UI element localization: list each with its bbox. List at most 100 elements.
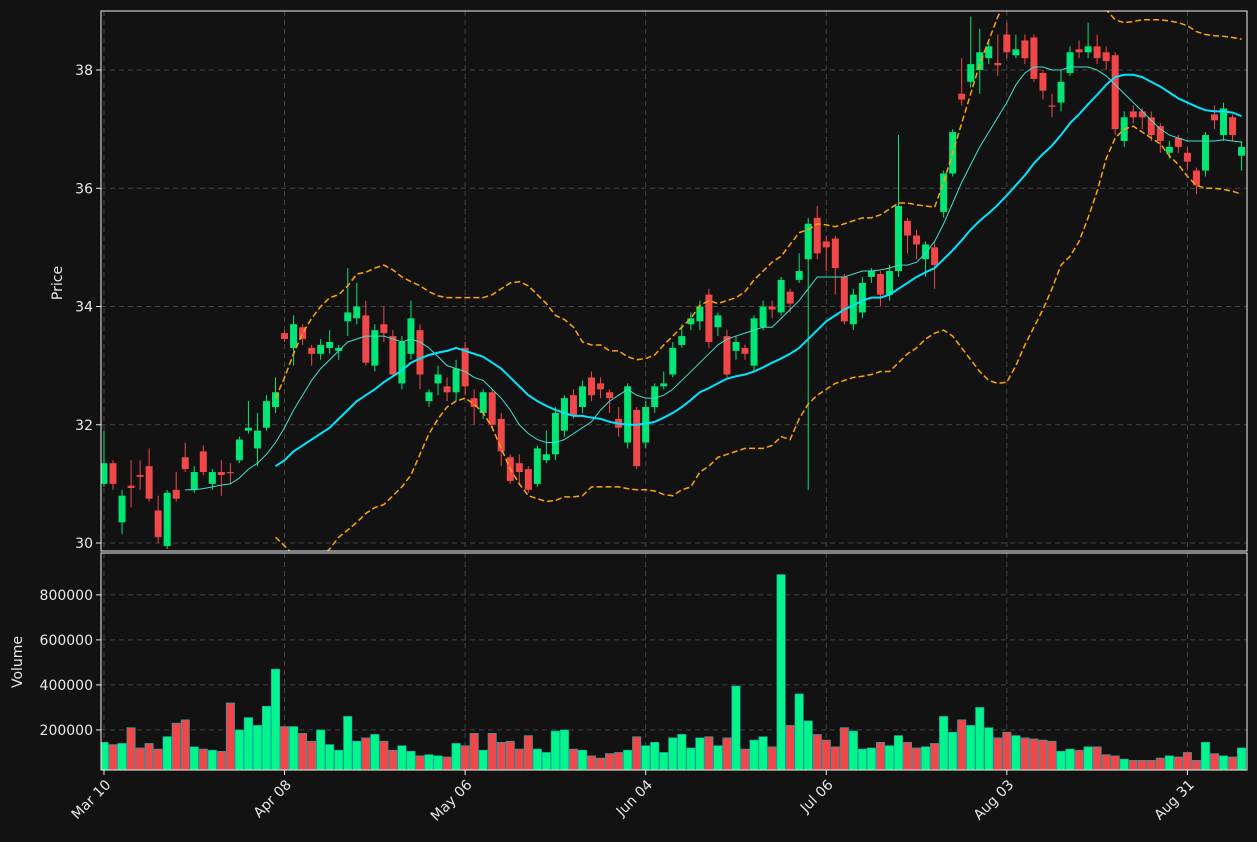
- volume-bar: [1047, 740, 1057, 770]
- candle-body: [714, 315, 722, 328]
- candle-body: [858, 282, 866, 313]
- volume-bar: [559, 729, 569, 770]
- candle-body: [687, 318, 695, 325]
- volume-bar: [857, 748, 867, 770]
- candle-body: [172, 489, 180, 499]
- volume-bar: [812, 734, 822, 770]
- candle-body: [849, 294, 857, 325]
- candle-body: [669, 347, 677, 375]
- volume-bar: [984, 727, 994, 770]
- candle-body: [922, 244, 930, 260]
- candle-body: [1138, 111, 1146, 118]
- candle-body: [885, 271, 893, 295]
- volume-bar: [614, 752, 624, 770]
- candle-body: [1129, 111, 1137, 118]
- volume-bar: [830, 746, 840, 770]
- candle-body: [831, 238, 839, 269]
- candle-body: [244, 427, 252, 431]
- candle-body: [786, 291, 794, 304]
- volume-bar: [1110, 755, 1120, 770]
- candle-body: [380, 324, 388, 334]
- candle-body: [470, 398, 478, 408]
- x-tick-label: Mar 10: [69, 777, 115, 823]
- candle-body: [633, 409, 641, 467]
- candle-body: [362, 315, 370, 363]
- panel-border: [100, 552, 1248, 771]
- candle-body: [398, 341, 406, 384]
- volume-bar: [514, 748, 524, 770]
- volume-bar: [271, 668, 281, 770]
- volume-bar: [1056, 751, 1066, 770]
- volume-bar: [397, 745, 407, 770]
- volume-bar: [388, 749, 398, 770]
- candle-body: [524, 469, 532, 490]
- volume-bar: [1074, 749, 1084, 770]
- candle-body: [1111, 55, 1119, 130]
- volume-bar: [930, 743, 940, 770]
- candle-body: [1210, 114, 1218, 121]
- volume-bar: [460, 745, 470, 770]
- volume-bar: [1065, 748, 1075, 770]
- volume-bar: [1020, 737, 1030, 770]
- candle-body: [867, 271, 875, 277]
- candle-body: [533, 448, 541, 484]
- volume-bar: [442, 756, 452, 770]
- candle-body: [145, 466, 153, 499]
- candle-body: [353, 306, 361, 319]
- volume-bar: [1191, 760, 1201, 770]
- volume-bar: [216, 751, 226, 770]
- candle-body: [154, 510, 162, 538]
- volume-bar: [424, 754, 434, 770]
- candle-body: [750, 318, 758, 366]
- volume-bar: [117, 743, 127, 770]
- candle-body: [335, 347, 343, 351]
- candle-body: [876, 273, 884, 295]
- volume-bar: [1209, 753, 1219, 770]
- candle-body: [452, 368, 460, 393]
- panel: [101, 553, 1247, 770]
- candle-body: [642, 407, 650, 443]
- y-tick-label: 38: [75, 63, 93, 79]
- volume-bar: [325, 744, 335, 770]
- overlay-line: [274, 11, 1242, 399]
- volume-bar: [893, 735, 903, 770]
- volume-bar: [794, 693, 804, 770]
- candle-body: [804, 223, 812, 260]
- candle-body: [1147, 117, 1155, 136]
- volume-bar: [126, 727, 136, 770]
- volume-bar: [307, 740, 317, 770]
- candle-body: [181, 457, 189, 470]
- candle-body: [1201, 135, 1209, 171]
- candle-body: [515, 463, 523, 473]
- candle-body: [940, 173, 948, 212]
- candle-body: [299, 327, 307, 340]
- volume-bar: [668, 737, 678, 770]
- volume-bar: [225, 702, 235, 770]
- candle-body: [560, 398, 568, 431]
- volume-bar: [921, 746, 931, 770]
- volume-bar: [433, 755, 443, 770]
- volume-bar: [478, 749, 488, 770]
- volume-bar: [162, 736, 172, 770]
- y-tick-label: 200000: [40, 723, 93, 739]
- volume-bar: [487, 733, 497, 770]
- candle-body: [101, 463, 108, 484]
- volume-bar: [993, 737, 1003, 770]
- volume-bar: [677, 734, 687, 770]
- panel: [101, 11, 1247, 551]
- candle-body: [1021, 40, 1029, 59]
- volume-bar: [731, 685, 741, 770]
- candle-body: [931, 247, 939, 266]
- candle-body: [1048, 105, 1056, 107]
- volume-bar: [198, 748, 208, 770]
- candle-body: [1238, 146, 1246, 156]
- candle-body: [1057, 81, 1065, 103]
- y-tick-label: 30: [75, 536, 93, 552]
- candle-body: [1084, 46, 1092, 53]
- volume-bar: [866, 747, 876, 770]
- volume-bar: [848, 730, 858, 770]
- volume-bar: [587, 755, 597, 770]
- volume-bar: [957, 719, 967, 770]
- volume-bar: [577, 749, 587, 770]
